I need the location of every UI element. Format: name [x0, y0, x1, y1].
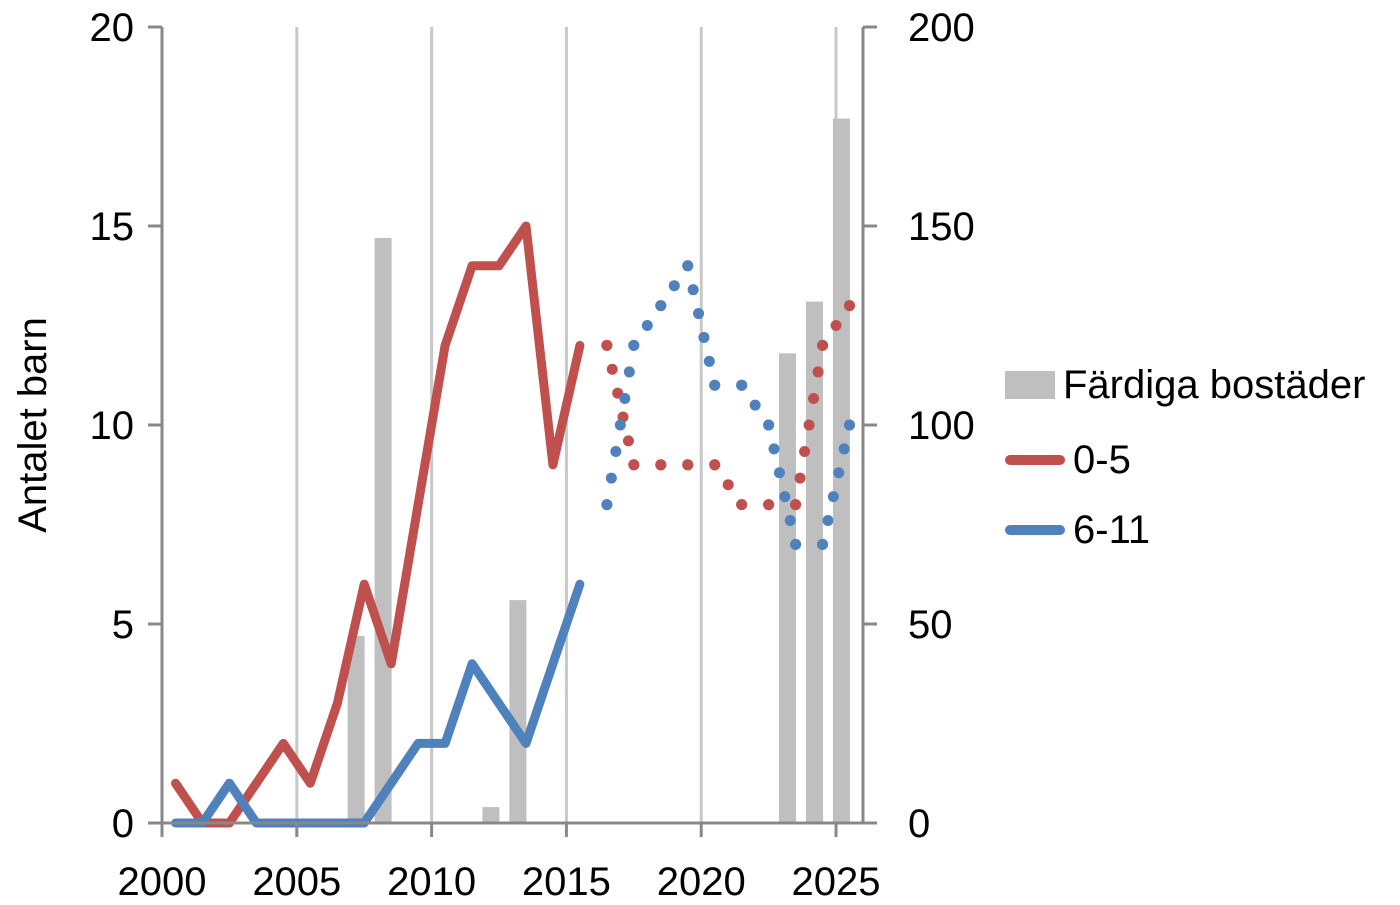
dot: [622, 435, 634, 447]
legend-label-bars: Färdiga bostäder: [1063, 362, 1366, 407]
series-point-1: [628, 459, 640, 471]
x-tick-label: 2025: [792, 860, 881, 904]
dot: [619, 392, 631, 404]
dot: [784, 515, 796, 527]
x-tick-label: 2015: [522, 860, 611, 904]
dot: [803, 419, 815, 431]
y2-tick-label: 50: [908, 603, 953, 647]
legend-item-bars: Färdiga bostäder: [1005, 360, 1400, 410]
dot: [799, 446, 811, 458]
dot: [830, 320, 842, 331]
series-point-9: [844, 300, 856, 312]
series-point-7: [790, 538, 802, 550]
x-tick-label: 2000: [118, 860, 207, 904]
series-point-8: [817, 339, 829, 351]
series-line-6-11: [171, 579, 585, 828]
dot: [668, 280, 680, 292]
y2-tick-label: 0: [908, 802, 930, 846]
legend-label-6-11: 6-11: [1073, 507, 1151, 552]
dot: [808, 392, 820, 404]
series-point-6: [763, 419, 775, 431]
series-point-8: [817, 538, 829, 550]
dot: [749, 399, 761, 411]
dot: [822, 515, 834, 527]
bar-2: [482, 807, 500, 823]
series-dots-6-11-prognos: [601, 260, 856, 550]
series-point-2: [655, 459, 667, 471]
dot: [614, 419, 626, 431]
series-point-3: [682, 459, 694, 471]
x-tick-label: 2010: [387, 860, 476, 904]
series-point-0: [601, 499, 613, 511]
bar-4: [779, 353, 797, 823]
dot: [641, 320, 653, 331]
series-dots-0-5-prognos: [601, 300, 856, 511]
x-tick-label: 2005: [252, 860, 341, 904]
series-point-7: [790, 499, 802, 511]
dot: [768, 443, 780, 455]
legend-item-6-11: 6-11: [1005, 490, 1400, 570]
series-point-1: [628, 339, 640, 351]
series-point-5: [736, 499, 748, 511]
legend-swatch-6-11: [1005, 525, 1065, 535]
y-tick-label: 15: [90, 205, 135, 249]
legend-item-0-5: 0-5: [1005, 420, 1400, 500]
y-tick-label: 0: [112, 802, 134, 846]
dot: [623, 366, 635, 378]
y-tick-label: 20: [90, 6, 135, 50]
legend-swatch-0-5: [1005, 455, 1065, 465]
dot: [838, 443, 850, 455]
dot: [693, 308, 705, 320]
legend-swatch-bars: [1005, 371, 1055, 399]
series-point-9: [844, 419, 856, 431]
series-point-4: [709, 459, 721, 471]
y-tick-label: 5: [112, 603, 134, 647]
dot: [698, 331, 710, 343]
y2-tick-label: 100: [908, 404, 975, 448]
dot: [605, 472, 617, 484]
bar-3: [509, 600, 527, 823]
dot: [606, 363, 618, 375]
dot: [687, 284, 699, 296]
y-tick-label: 10: [90, 404, 135, 448]
legend-label-0-5: 0-5: [1073, 437, 1131, 482]
dot: [833, 467, 845, 479]
series-point-6: [763, 499, 775, 511]
line-series: [171, 221, 856, 828]
dot: [812, 366, 824, 378]
y-axis-label: Antalet barn: [11, 317, 55, 533]
dot: [794, 472, 806, 484]
series-point-4: [709, 379, 721, 391]
series-point-3: [682, 260, 694, 272]
bar-1: [374, 237, 392, 823]
bar-5: [805, 301, 823, 823]
bar-0: [347, 635, 365, 823]
dot: [773, 467, 785, 479]
dot: [722, 479, 734, 491]
dot: [827, 491, 839, 503]
x-tick-label: 2020: [657, 860, 746, 904]
axes: [148, 25, 877, 837]
y2-tick-label: 200: [908, 6, 975, 50]
series-point-2: [655, 300, 667, 312]
dot: [703, 355, 715, 367]
dot: [610, 446, 622, 458]
y2-tick-label: 150: [908, 205, 975, 249]
dot: [779, 491, 791, 503]
bar-series: [347, 118, 850, 824]
series-point-5: [736, 379, 748, 391]
series-point-0: [601, 339, 613, 351]
legend: Färdiga bostäder 0-5 6-11: [1005, 360, 1400, 570]
